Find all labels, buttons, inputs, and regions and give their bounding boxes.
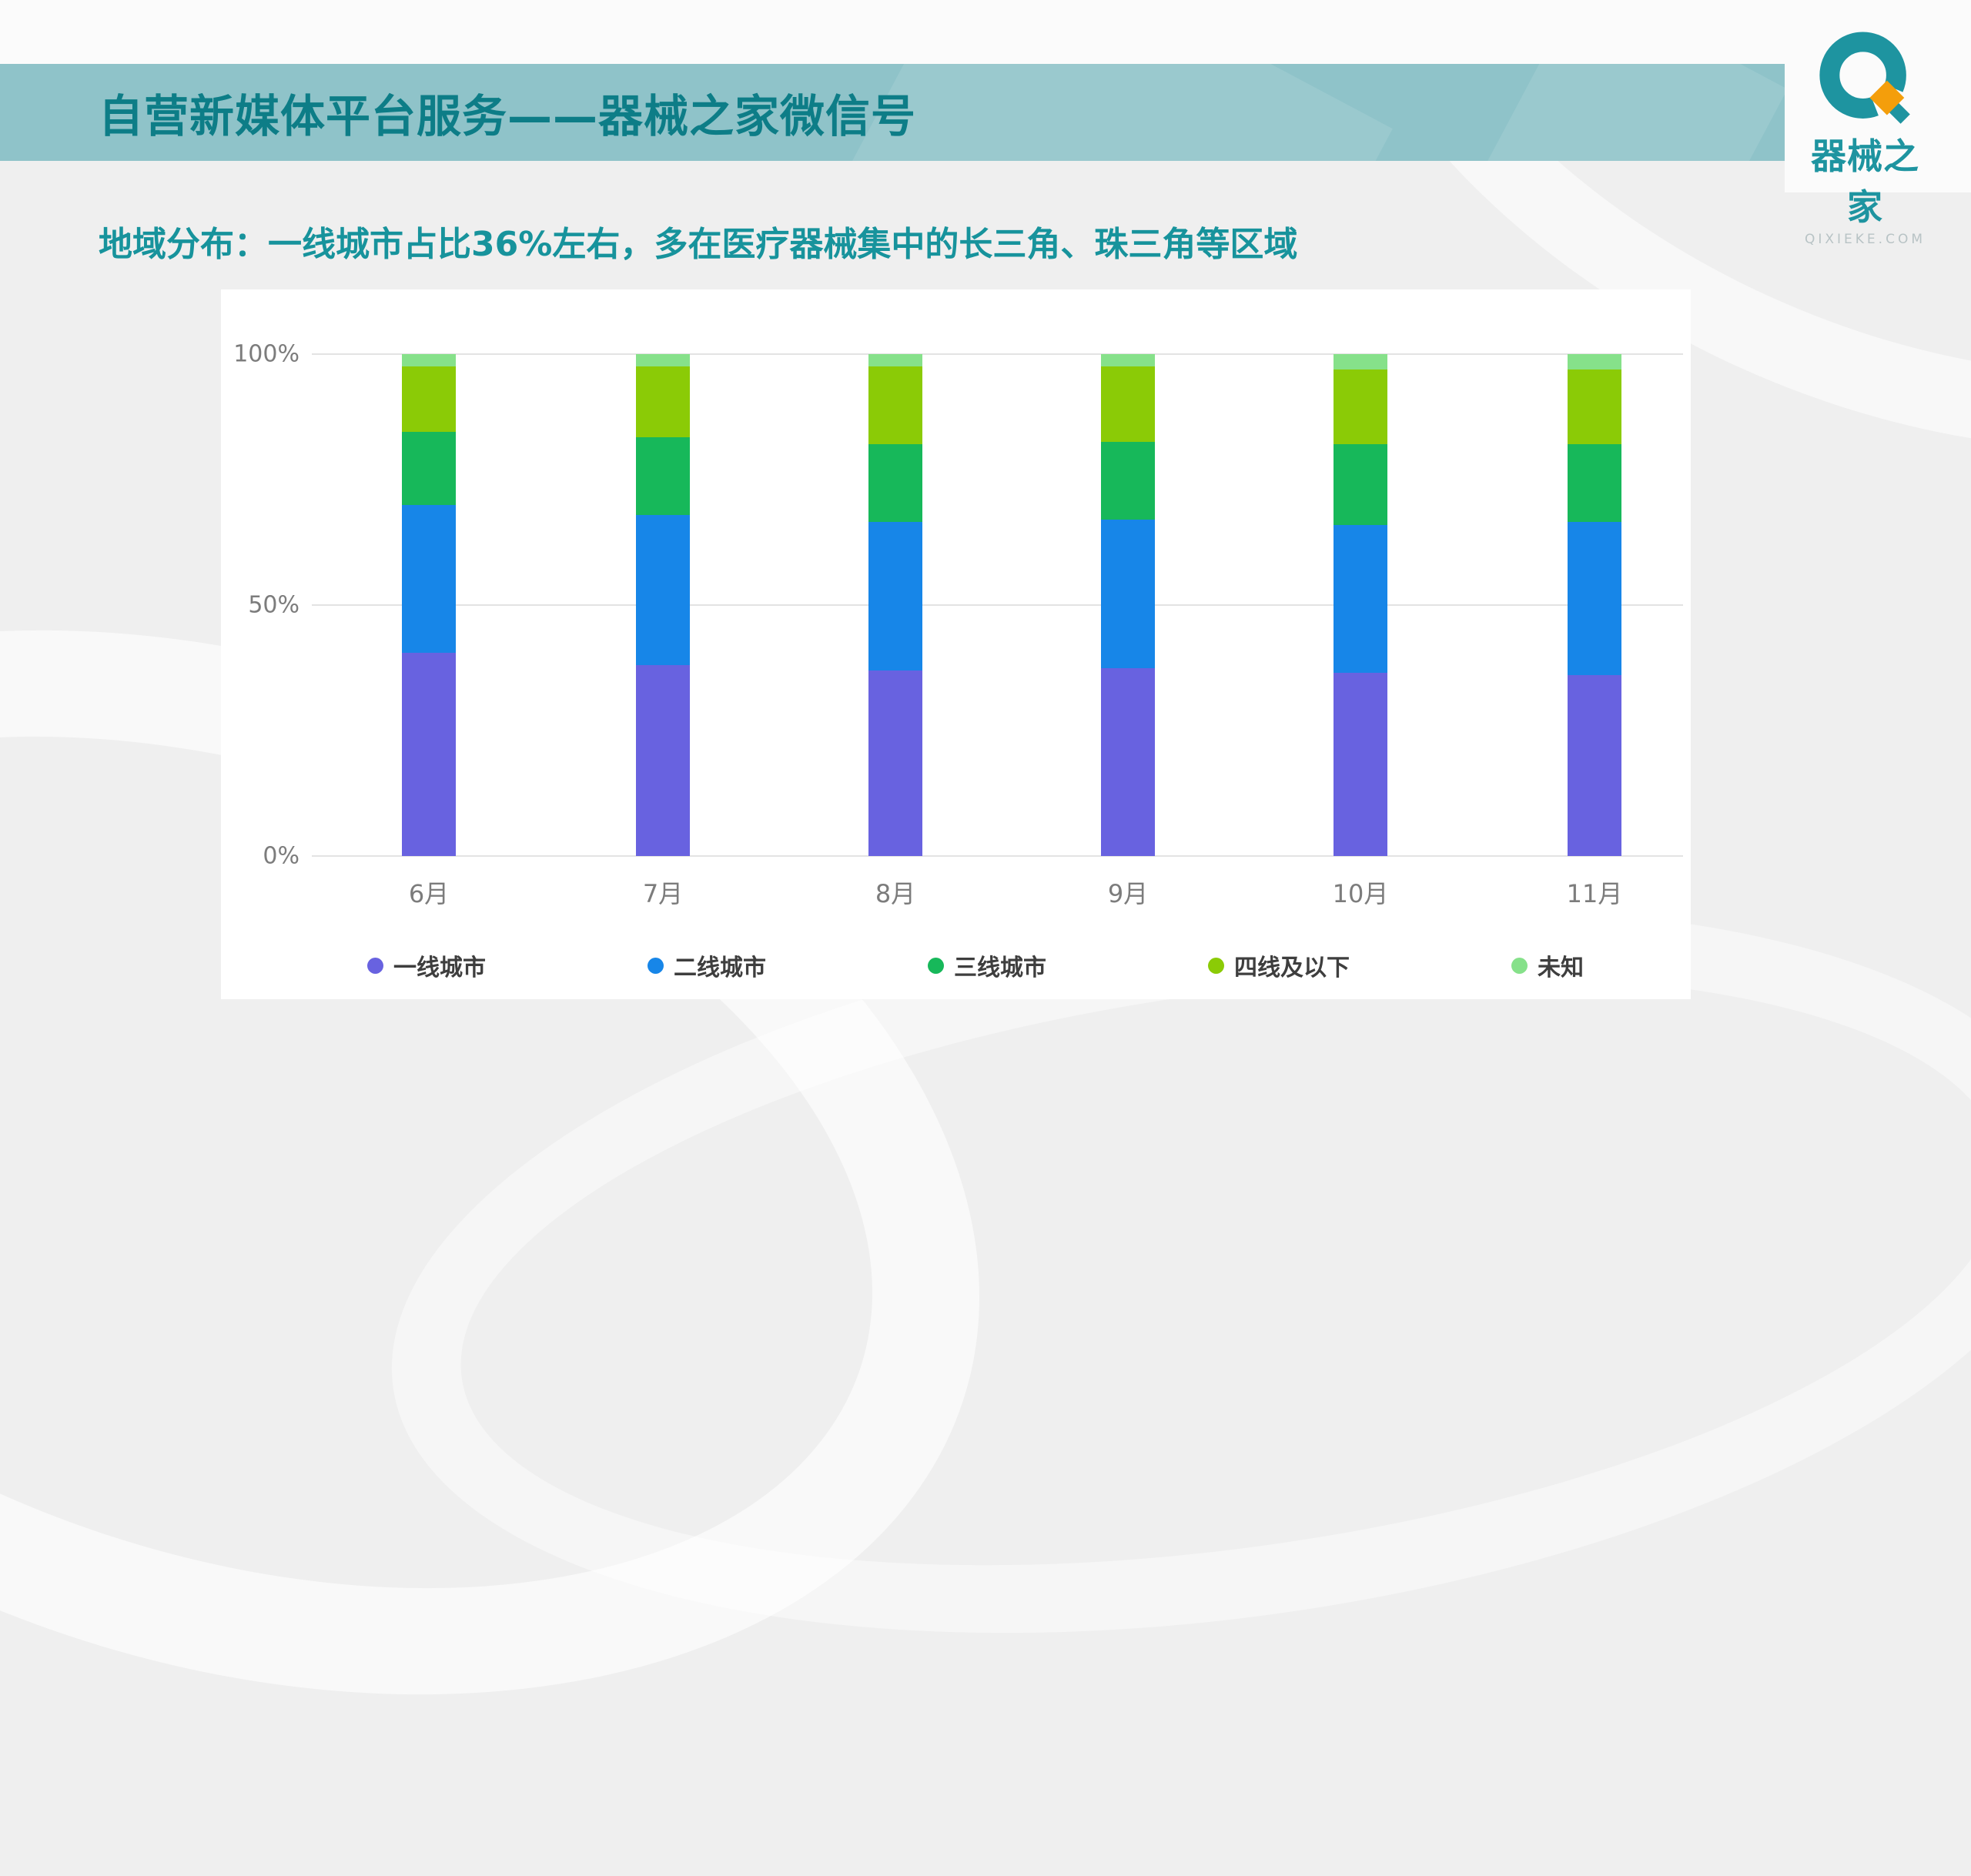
gridline — [312, 353, 1683, 355]
header-band: 自营新媒体平台服务——器械之家微信号 — [0, 64, 1785, 161]
legend-color-dot — [367, 957, 383, 974]
page-title: 自营新媒体平台服务——器械之家微信号 — [99, 90, 917, 142]
stacked-bar-6 — [1568, 354, 1621, 856]
y-axis-tick-label: 0% — [263, 842, 299, 870]
bar-segment — [402, 366, 456, 433]
bar-segment — [1101, 667, 1155, 856]
x-axis-label: 10月 — [1332, 879, 1389, 908]
stacked-bar-4 — [1101, 354, 1155, 856]
legend-label: 未知 — [1538, 955, 1584, 981]
logo: 器械之家 QIXIEKE.COM — [1794, 31, 1936, 247]
stacked-bar-2 — [636, 354, 690, 856]
legend-color-dot — [648, 957, 664, 974]
slide-subtitle: 地域分布：一线城市占比36%左右，多在医疗器械集中的长三角、珠三角等区域 — [99, 225, 1298, 264]
header-sheen — [840, 64, 1393, 161]
logo-domain: QIXIEKE.COM — [1804, 232, 1926, 247]
legend-item: 四线及以下 — [1208, 948, 1350, 982]
bar-segment — [636, 366, 690, 437]
bar-segment — [1568, 522, 1621, 676]
legend-color-dot — [928, 957, 944, 974]
bar-segment — [1334, 524, 1387, 674]
bar-segment — [868, 366, 922, 445]
bar-segment — [1101, 520, 1155, 668]
x-axis-label: 11月 — [1566, 879, 1623, 908]
bar-segment — [402, 432, 456, 505]
legend-item: 未知 — [1511, 948, 1584, 982]
stacked-bar-3 — [868, 354, 922, 856]
bar-segment — [402, 504, 456, 653]
bar-segment — [868, 670, 922, 856]
bar-segment — [1101, 442, 1155, 520]
logo-name: 器械之家 — [1811, 135, 1919, 228]
legend-label: 四线及以下 — [1234, 955, 1350, 981]
legend-item: 三线城市 — [928, 948, 1046, 982]
legend-item: 一线城市 — [367, 948, 486, 982]
bar-segment — [1568, 444, 1621, 523]
y-axis-tick-label: 50% — [248, 591, 299, 619]
legend-label: 三线城市 — [954, 955, 1046, 981]
legend-color-dot — [1208, 957, 1224, 974]
legend-color-dot — [1511, 957, 1528, 974]
header-sheen-2 — [1446, 64, 1785, 161]
bar-segment — [636, 665, 690, 856]
bar-segment — [1568, 675, 1621, 856]
chart-panel: 100% 50% 0% 6月 7月 8月 9月 10月 11月 一线城市 二线城市 三线城市 四线及以… — [221, 289, 1691, 999]
gridline — [312, 604, 1683, 606]
bar-segment — [402, 652, 456, 856]
x-axis-label: 6月 — [408, 879, 450, 908]
y-axis-tick-label: 100% — [233, 340, 299, 368]
x-axis-label: 9月 — [1107, 879, 1149, 908]
bar-segment — [1101, 354, 1155, 367]
bar-segment — [1334, 444, 1387, 525]
bar-segment — [1334, 673, 1387, 856]
bar-segment — [1568, 369, 1621, 445]
x-axis-label: 7月 — [642, 879, 684, 908]
gridline — [312, 855, 1683, 857]
top-white-strip — [0, 0, 1971, 64]
bar-segment — [868, 522, 922, 670]
legend-label: 二线城市 — [674, 955, 766, 981]
bar-segment — [1334, 354, 1387, 370]
x-axis-label: 8月 — [875, 879, 916, 908]
legend-label: 一线城市 — [393, 955, 486, 981]
chart-legend: 一线城市 二线城市 三线城市 四线及以下 未知 — [367, 948, 1584, 982]
bar-segment — [1101, 366, 1155, 443]
plot-area: 100% 50% 0% 6月 7月 8月 9月 10月 11月 — [233, 341, 1683, 908]
bar-segment — [1334, 369, 1387, 445]
bar-segment — [636, 354, 690, 367]
bar-segment — [636, 436, 690, 515]
bar-segment — [868, 444, 922, 523]
stacked-bar-5 — [1334, 354, 1387, 856]
bar-segment — [636, 514, 690, 666]
logo-q-icon — [1819, 32, 1910, 124]
bar-segment — [402, 354, 456, 367]
bar-segment — [1568, 354, 1621, 370]
legend-item: 二线城市 — [648, 948, 766, 982]
stacked-bar-1 — [402, 354, 456, 856]
bar-segment — [868, 354, 922, 367]
